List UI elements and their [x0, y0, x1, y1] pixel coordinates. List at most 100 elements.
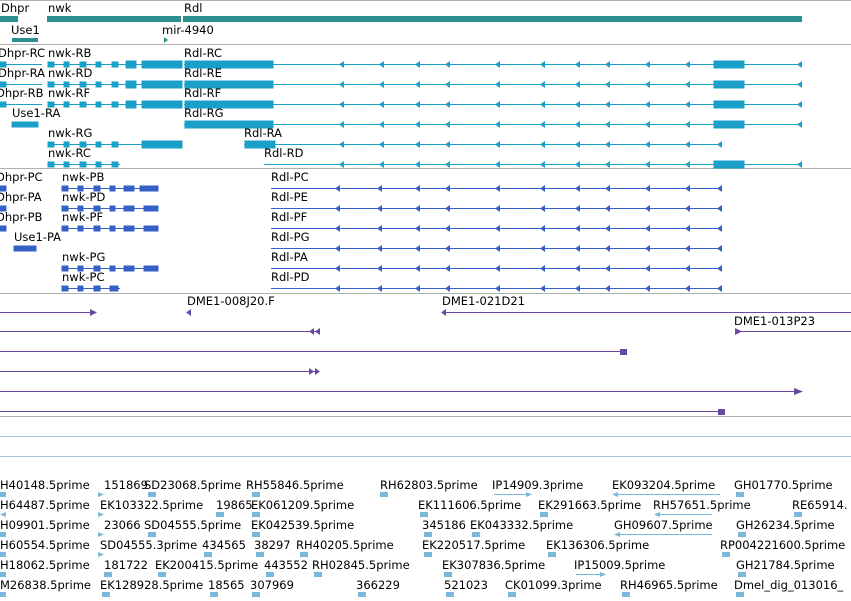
est-glyph[interactable] [444, 572, 452, 577]
est-glyph[interactable] [380, 492, 388, 497]
protein-label: Rdl-PA [271, 250, 308, 264]
est-label: EK200415.5prime [155, 558, 258, 572]
est-glyph[interactable] [614, 532, 712, 537]
gene-label: Use1 [11, 23, 40, 37]
empty-track-lines [0, 436, 851, 457]
est-glyph[interactable] [0, 592, 6, 597]
est-label: RH02845.5prime [312, 558, 410, 572]
gene-glyph-dhpr[interactable] [0, 16, 18, 22]
clone-glyph[interactable] [441, 309, 851, 316]
protein-label: Rdl-PC [271, 170, 309, 184]
clone-glyph[interactable] [0, 368, 320, 375]
gene-label: Rdl [184, 1, 203, 15]
protein-label: nwk-PF [62, 210, 103, 224]
est-label: 366229 [356, 578, 400, 592]
transcript-glyph[interactable] [0, 100, 802, 109]
est-glyph[interactable] [358, 592, 366, 597]
est-glyph[interactable] [540, 512, 548, 517]
est-glyph[interactable] [738, 572, 746, 577]
clone-glyph[interactable] [0, 309, 97, 316]
transcript-glyph[interactable] [0, 80, 802, 89]
transcript-glyph[interactable] [47, 140, 722, 149]
est-glyph[interactable] [0, 572, 6, 577]
est-label: EK103322.5prime [100, 498, 203, 512]
est-glyph[interactable] [0, 512, 6, 517]
clone-glyph[interactable] [0, 409, 725, 415]
est-glyph[interactable] [98, 512, 104, 517]
gene-glyph-use1[interactable] [12, 38, 38, 42]
gene-glyph-nwk[interactable] [47, 16, 181, 22]
transcript-glyph[interactable] [47, 160, 802, 169]
gene-glyph-mir-4940[interactable] [164, 37, 168, 43]
est-glyph[interactable] [256, 552, 264, 557]
est-glyph[interactable] [252, 592, 260, 597]
protein-glyph[interactable] [0, 225, 722, 232]
est-label: EK111606.5prime [418, 498, 521, 512]
protein-glyphs [0, 185, 722, 292]
est-glyph[interactable] [794, 512, 802, 517]
protein-label: Rdl-PE [271, 190, 308, 204]
est-label: GH09607.5prime [614, 518, 713, 532]
est-glyph[interactable] [508, 592, 516, 597]
protein-glyph[interactable] [61, 265, 722, 272]
est-glyph[interactable] [148, 492, 156, 497]
est-glyph[interactable] [158, 572, 166, 577]
est-glyph[interactable] [252, 532, 260, 537]
est-glyph[interactable] [204, 552, 212, 557]
est-glyph[interactable] [424, 532, 432, 537]
clone-glyph[interactable] [0, 388, 803, 395]
est-glyph[interactable] [622, 592, 630, 597]
est-glyph[interactable] [420, 512, 428, 517]
protein-label: nwk-PD [62, 190, 105, 204]
est-glyph[interactable] [446, 592, 454, 597]
est-glyph[interactable] [738, 532, 746, 537]
est-label: 181722 [104, 558, 148, 572]
clone-glyph[interactable] [186, 309, 191, 316]
protein-glyph[interactable] [0, 205, 722, 212]
est-glyph[interactable] [102, 592, 110, 597]
transcript-label: nwk-RF [48, 86, 90, 100]
est-glyphs [0, 492, 802, 597]
est-glyph[interactable] [0, 492, 6, 497]
est-glyph[interactable] [252, 492, 260, 497]
est-glyph[interactable] [252, 512, 260, 517]
protein-label: Rdl-PD [271, 270, 310, 284]
est-label: RH57651.5prime [653, 498, 751, 512]
est-glyph[interactable] [210, 592, 218, 597]
clone-glyph[interactable] [0, 328, 851, 335]
est-glyph[interactable] [736, 492, 744, 497]
est-glyph[interactable] [576, 572, 606, 577]
est-glyph[interactable] [216, 512, 224, 517]
est-glyph[interactable] [424, 552, 432, 557]
est-label: RH40205.5prime [296, 538, 394, 552]
est-glyph[interactable] [266, 572, 274, 577]
est-glyph[interactable] [0, 532, 6, 537]
est-glyph[interactable] [548, 552, 556, 557]
est-glyph[interactable] [494, 492, 532, 497]
est-label: EK128928.5prime [100, 578, 203, 592]
est-glyph[interactable] [314, 572, 322, 577]
est-label: SD23068.5prime [144, 478, 241, 492]
est-glyph[interactable] [148, 532, 156, 537]
est-glyph[interactable] [612, 492, 720, 497]
est-glyph[interactable] [98, 492, 104, 497]
est-glyph[interactable] [98, 532, 104, 537]
est-glyph[interactable] [104, 572, 112, 577]
est-label: H64487.5prime [0, 498, 90, 512]
est-glyph[interactable] [472, 532, 480, 537]
clone-glyph[interactable] [0, 349, 627, 355]
est-glyph[interactable] [654, 512, 712, 517]
est-glyph[interactable] [736, 592, 744, 597]
protein-glyph[interactable] [0, 185, 722, 192]
protein-glyph[interactable] [61, 285, 722, 292]
protein-glyph[interactable] [13, 245, 722, 252]
gene-glyph-rdl[interactable] [183, 16, 802, 22]
est-glyph[interactable] [98, 552, 104, 557]
transcript-glyph[interactable] [11, 120, 802, 129]
est-glyph[interactable] [722, 552, 730, 557]
transcript-glyph[interactable] [0, 60, 802, 69]
est-glyph[interactable] [0, 552, 6, 557]
track-separators [0, 0, 851, 417]
est-glyph[interactable] [300, 552, 308, 557]
est-label: RH55846.5prime [246, 478, 344, 492]
